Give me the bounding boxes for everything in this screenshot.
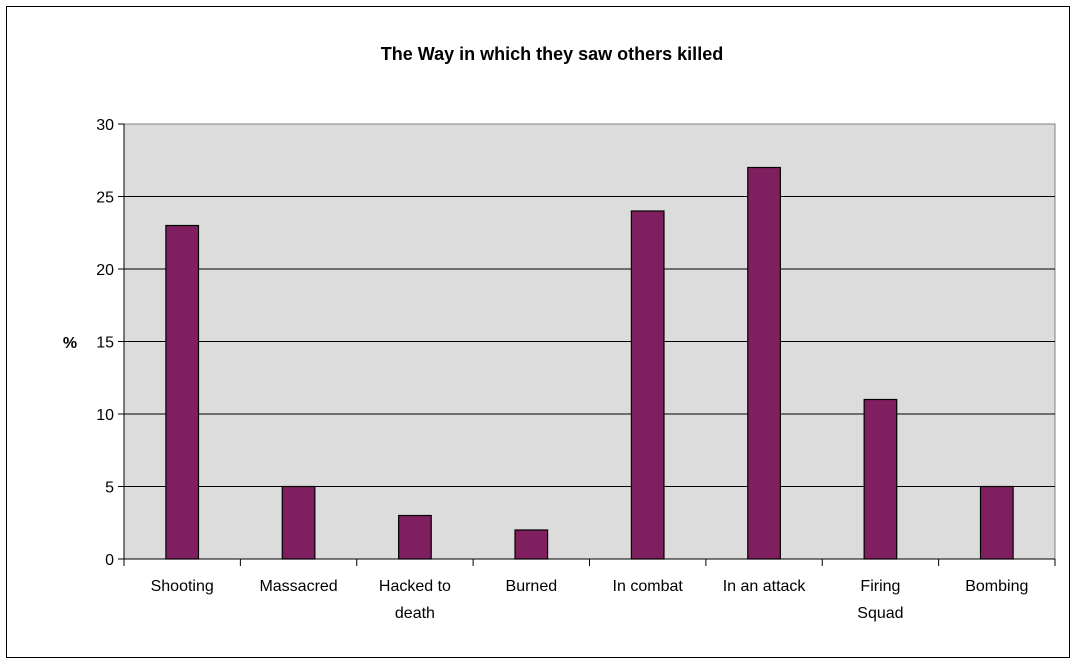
chart-title: The Way in which they saw others killed [381,44,723,64]
bar [398,514,432,560]
x-category-label: Massacred [259,578,337,595]
x-category-label: death [395,605,435,622]
bar [979,485,1014,560]
y-tick-label: 10 [96,407,114,424]
plot-area: 0 5 10 15 20 25 30 Shooting Massacred Hacked to de… [96,117,1056,622]
y-tick-label: 25 [96,190,114,207]
bar [863,398,898,560]
chart-frame: The Way in which they saw others killed … [6,6,1070,658]
x-category-label: Hacked to [379,578,451,595]
bar-chart: The Way in which they saw others killed … [63,44,1056,622]
bar [281,485,316,560]
y-tick-label: 30 [96,117,114,134]
x-category-label: Burned [506,578,558,595]
x-category-label: In an attack [723,578,807,595]
y-tick-label: 5 [105,480,114,497]
y-tick-label: 20 [96,262,114,279]
bar [165,224,200,560]
y-axis-label: % [63,335,77,352]
bar [747,166,781,560]
y-tick-label: 0 [105,552,114,569]
x-category-label: In combat [613,578,684,595]
x-category-label: Firing [860,578,900,595]
x-category-label: Shooting [151,578,214,595]
x-category-label: Squad [857,605,903,622]
bar [514,529,549,560]
bar [630,210,665,560]
y-tick-label: 15 [96,335,114,352]
x-category-label: Bombing [965,578,1028,595]
